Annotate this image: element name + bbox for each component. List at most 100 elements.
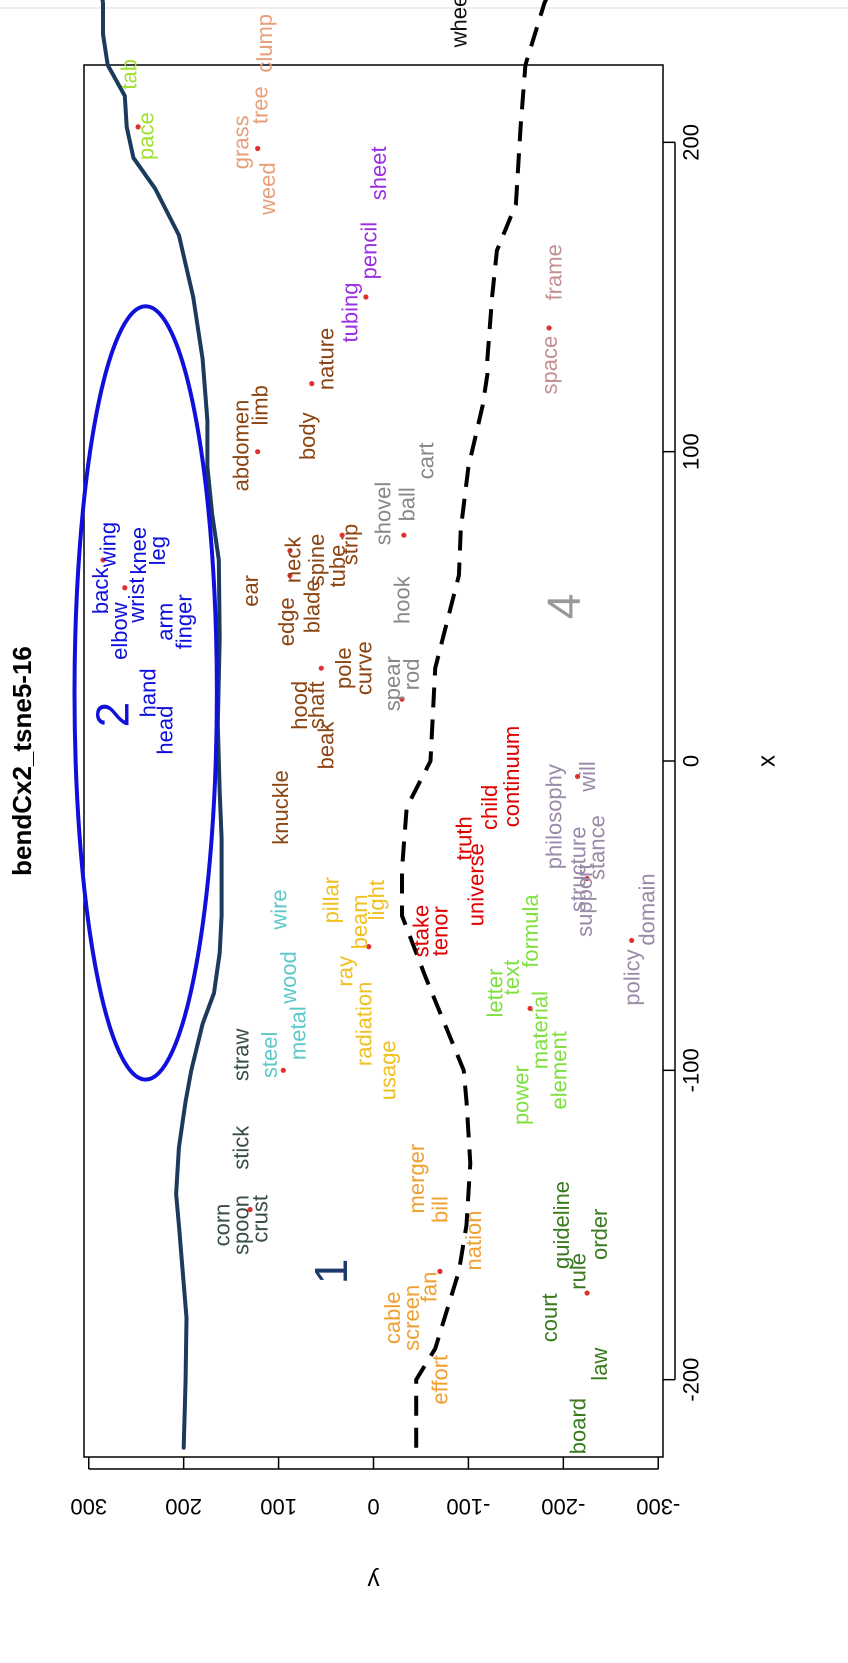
dashed-boundary-curve — [400, 0, 549, 1448]
word-label-support: support — [572, 864, 597, 937]
word-label-wire: wire — [266, 889, 291, 930]
y-tick-label: 0 — [367, 1494, 379, 1519]
centroid-dot-3 — [287, 548, 293, 554]
word-label-arm: arm — [152, 603, 177, 641]
word-label-tab: tab — [116, 59, 141, 90]
cluster-number-label-4: 4 — [537, 594, 589, 620]
word-label-board: board — [565, 1398, 590, 1454]
word-label-beak: beak — [314, 721, 339, 770]
word-label-corn: corn — [209, 1204, 234, 1247]
cluster-number-label-1: 1 — [305, 1259, 357, 1285]
x-tick-label: -200 — [679, 1358, 704, 1402]
word-label-neck: neck — [281, 536, 306, 583]
word-label-hand: hand — [135, 668, 160, 717]
word-label-tubing: tubing — [338, 283, 363, 343]
word-label-knuckle: knuckle — [268, 770, 293, 845]
word-label-spear: spear — [380, 656, 405, 711]
word-label-tube: tube — [325, 545, 350, 588]
word-label-wheel: wheel — [447, 0, 472, 48]
word-label-strip: strip — [338, 524, 363, 566]
word-label-ear: ear — [238, 575, 263, 607]
x-axis-label: x — [753, 755, 780, 767]
word-label-text: text — [499, 960, 524, 995]
word-label-fan: fan — [416, 1272, 441, 1303]
word-label-stick: stick — [228, 1125, 253, 1170]
word-label-limb: limb — [247, 385, 272, 425]
centroid-dot-12 — [546, 325, 552, 331]
word-label-formula: formula — [518, 894, 543, 968]
centroid-dot-7 — [309, 381, 315, 387]
centroid-dot-21 — [247, 1206, 253, 1213]
centroid-dot-15 — [574, 773, 581, 780]
word-label-light: light — [364, 880, 389, 920]
word-label-crust: crust — [247, 1195, 272, 1243]
word-label-universe: universe — [464, 843, 489, 926]
word-label-policy: policy — [619, 949, 644, 1005]
word-label-structure: structure — [565, 827, 590, 913]
word-label-bill: bill — [428, 1196, 453, 1223]
word-label-tenor: tenor — [428, 906, 453, 956]
word-label-rule: rule — [565, 1253, 590, 1290]
word-label-nature: nature — [314, 328, 339, 390]
word-label-back: back — [88, 567, 113, 614]
x-tick-label: 100 — [679, 433, 704, 470]
word-label-court: court — [537, 1293, 562, 1342]
word-label-letter: letter — [483, 969, 508, 1018]
word-label-nation: nation — [461, 1211, 486, 1271]
word-label-curve: curve — [352, 641, 377, 695]
word-label-domain: domain — [635, 873, 660, 945]
word-label-truth: truth — [451, 816, 476, 860]
x-tick-label: -100 — [679, 1048, 704, 1092]
word-label-child: child — [477, 785, 502, 830]
word-label-spoon: spoon — [228, 1195, 253, 1255]
word-label-stance: stance — [584, 815, 609, 880]
y-tick-label: 100 — [260, 1494, 297, 1519]
word-label-rod: rod — [399, 659, 424, 691]
word-label-stake: stake — [409, 905, 434, 958]
word-label-shovel: shovel — [371, 482, 396, 546]
curve-layer — [72, 0, 549, 1450]
word-label-shaft: shaft — [304, 681, 329, 729]
word-label-ball: ball — [394, 487, 419, 521]
centroid-dot-2 — [255, 449, 261, 455]
centroid-dot-9 — [135, 124, 141, 130]
word-label-sheet: sheet — [366, 146, 391, 200]
word-label-beam: beam — [347, 894, 372, 949]
word-label-radiation: radiation — [352, 982, 377, 1066]
word-label-continuum: continuum — [499, 726, 524, 828]
word-label-pole: pole — [331, 647, 356, 689]
centroid-dot-11 — [363, 294, 369, 300]
word-label-wrist: wrist — [124, 577, 149, 623]
word-label-abdomen: abdomen — [228, 400, 253, 492]
solid-boundary-curve — [100, 0, 224, 1450]
word-label-spine: spine — [304, 534, 329, 587]
centroid-dot-1 — [122, 585, 128, 591]
word-label-steel: steel — [257, 1032, 282, 1078]
word-label-edge: edge — [274, 597, 299, 646]
cluster-number-label-2: 2 — [87, 702, 139, 728]
word-label-frame: frame — [542, 244, 567, 300]
word-label-finger: finger — [171, 594, 196, 649]
word-label-order: order — [587, 1209, 612, 1260]
centroid-dot-4 — [287, 572, 293, 579]
word-label-metal: metal — [285, 1006, 310, 1060]
word-label-leg: leg — [145, 536, 170, 565]
centroid-dot-18 — [527, 1005, 533, 1012]
word-label-material: material — [527, 991, 552, 1069]
word-label-pencil: pencil — [357, 222, 382, 279]
y-axis-label: y — [368, 1567, 380, 1594]
word-label-clump: clump — [252, 14, 277, 73]
word-label-philosophy: philosophy — [542, 764, 567, 869]
axes-layer: -200 -100 0 100 200 x 300 200 100 0 -100 -200 -300 y — [70, 64, 780, 1594]
word-label-law: law — [587, 1348, 612, 1381]
centroid-dot-16 — [584, 875, 590, 882]
word-label-cable: cable — [380, 1292, 405, 1345]
word-label-straw: straw — [228, 1029, 253, 1082]
word-label-blade: blade — [300, 579, 325, 633]
word-label-guideline: guideline — [549, 1181, 574, 1269]
word-label-usage: usage — [375, 1040, 400, 1100]
word-label-space: space — [537, 336, 562, 395]
x-tick-label: 200 — [679, 124, 704, 161]
